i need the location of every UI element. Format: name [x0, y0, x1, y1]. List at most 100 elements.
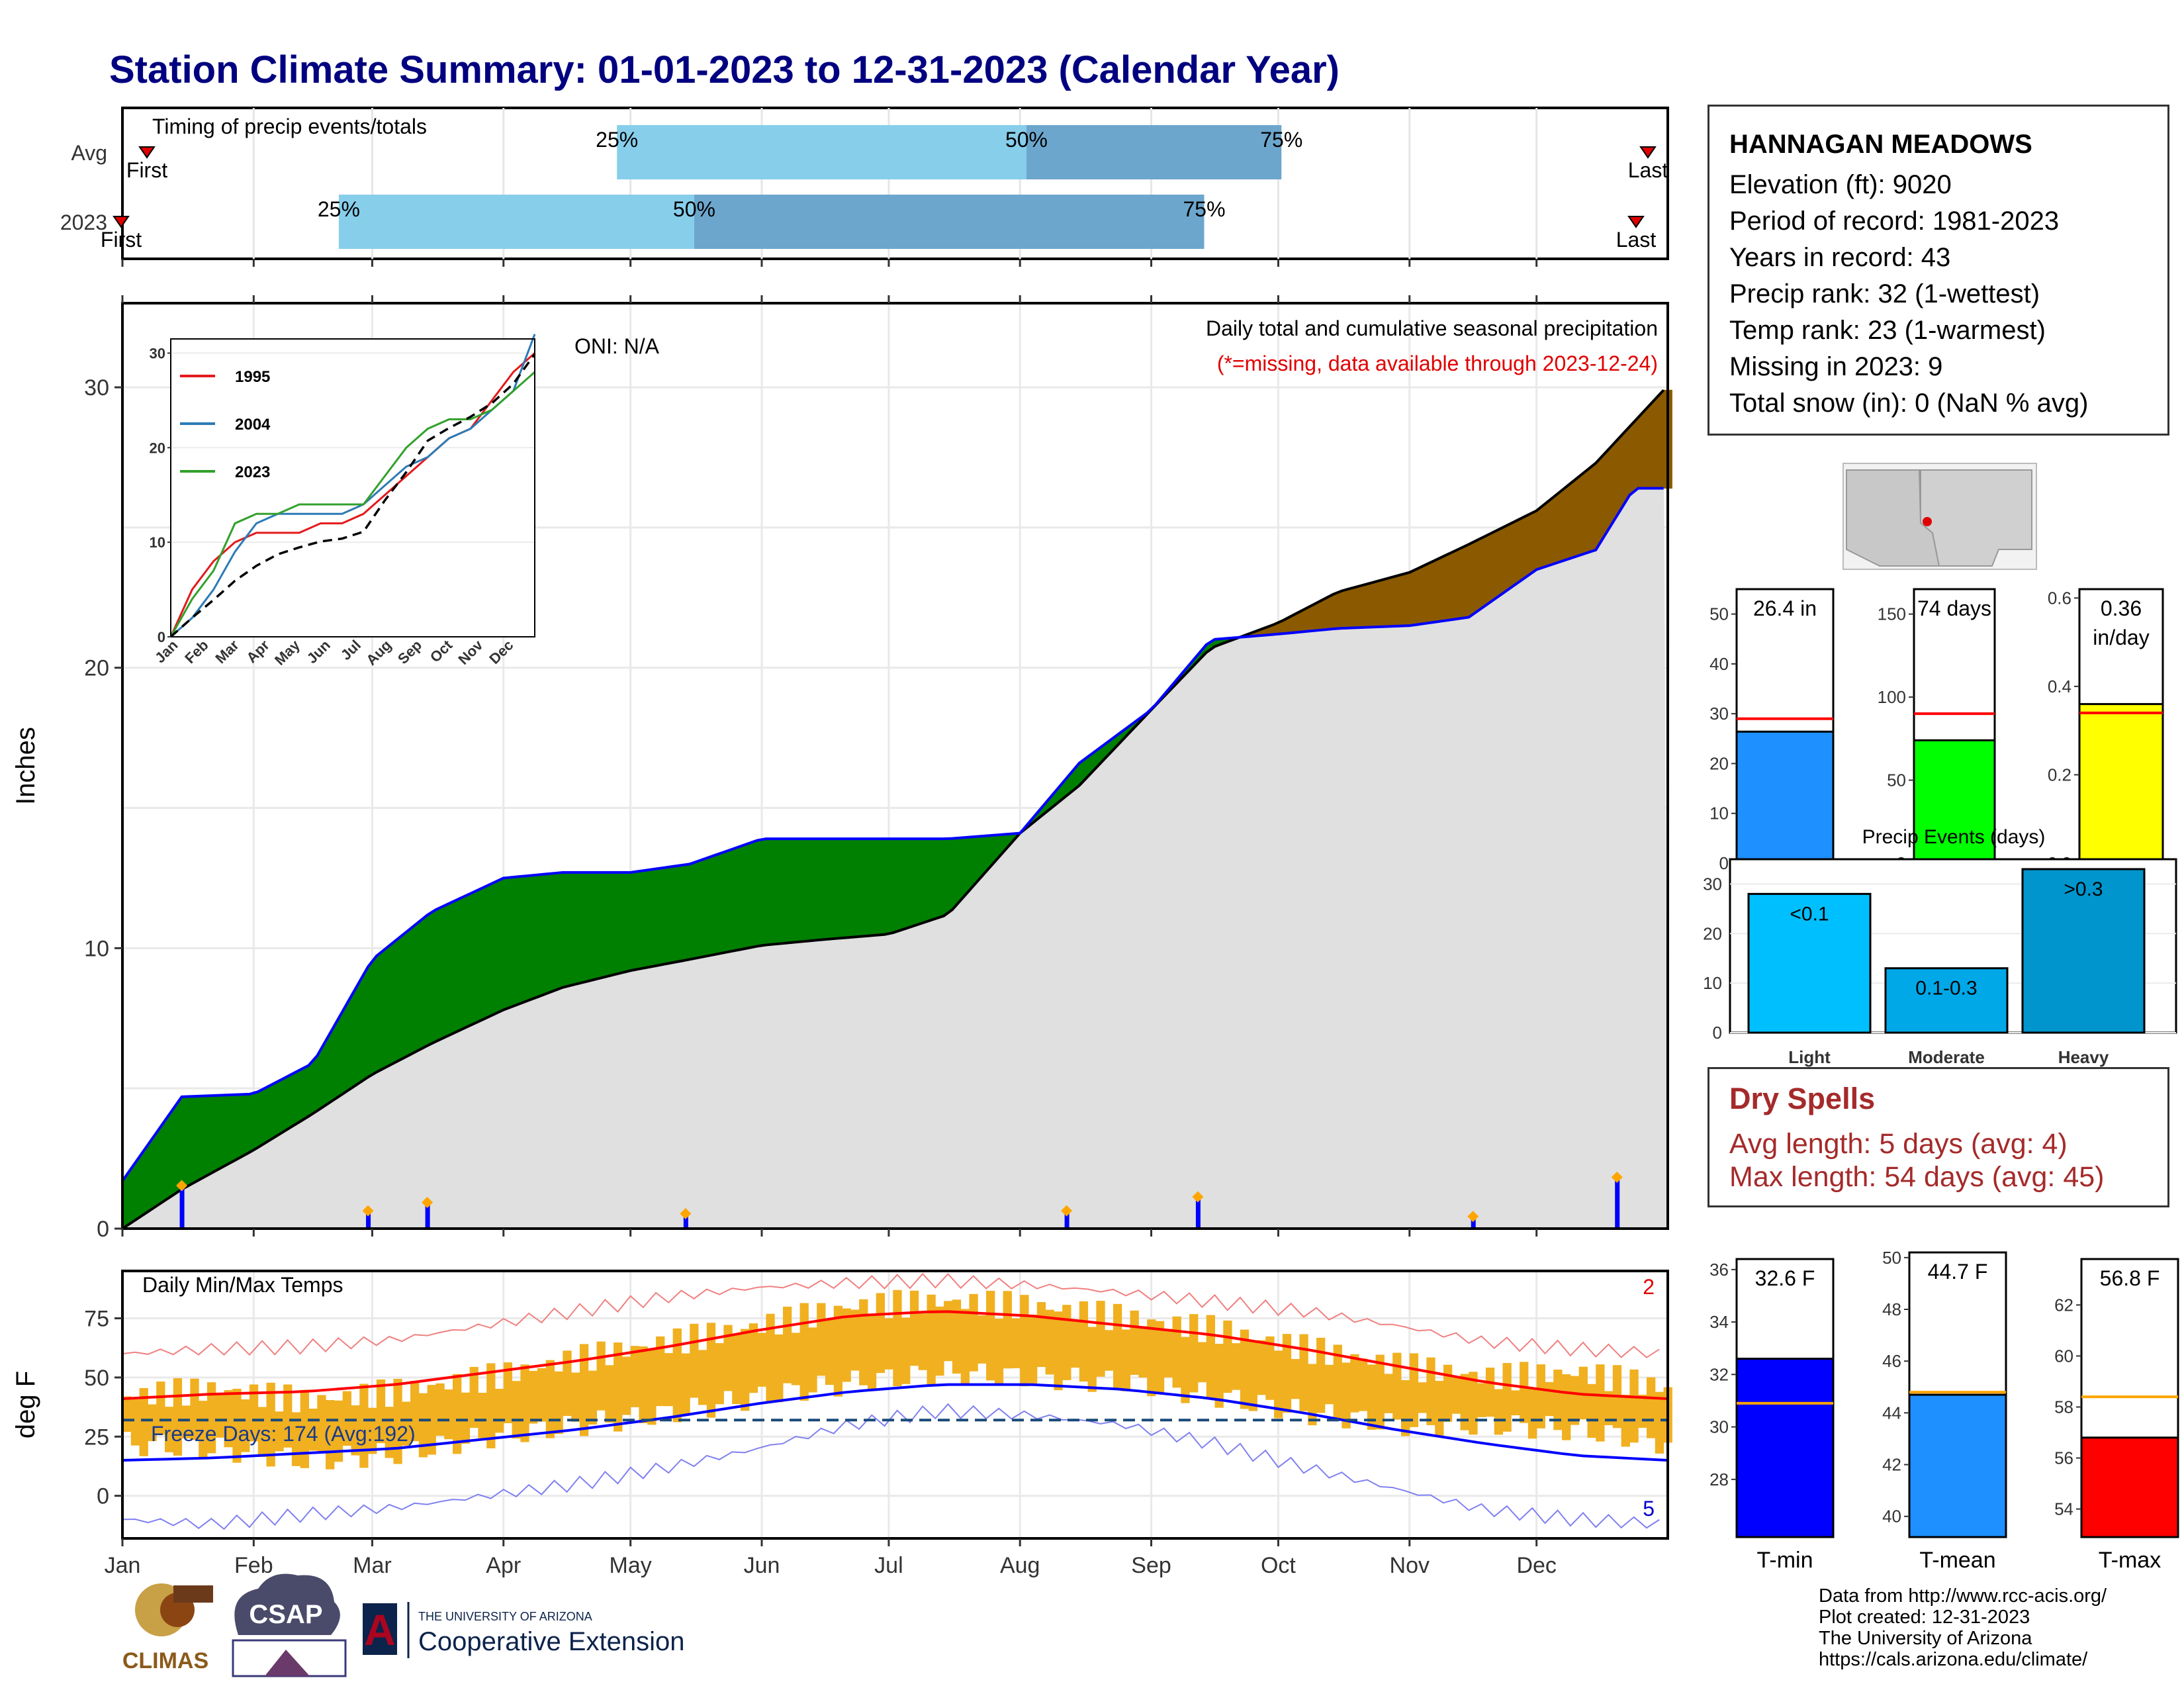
daily-temp-bar: [1477, 1383, 1486, 1417]
daily-temp-bar: [1596, 1364, 1605, 1442]
daily-temp-bar: [1426, 1357, 1435, 1425]
precip-panel: Daily total and cumulative seasonal prec…: [121, 302, 1672, 1230]
tmean-summary-title: T-mean: [1919, 1548, 1995, 1573]
inset-legend-label: 2004: [235, 416, 271, 434]
daily-temp-bar: [749, 1323, 758, 1393]
precip-diff-segment: [545, 872, 555, 995]
temp-ylabel: deg F: [11, 1371, 40, 1438]
page-title: Station Climate Summary: 01-01-2023 to 1…: [109, 48, 1340, 91]
month-label: Jan: [105, 1553, 141, 1578]
precip-diff-segment: [749, 839, 758, 949]
daily-temp-bar: [1562, 1374, 1571, 1440]
temp-panel: Daily Min/Max Temps Freeze Days: 174 (Av…: [121, 1270, 1672, 1540]
precip-diff-segment: [807, 838, 817, 942]
daily-temp-bar: [1096, 1301, 1105, 1377]
credit-url: https://cals.arizona.edu/climate/: [1819, 1649, 2088, 1670]
obs-cumulative-line: [121, 487, 1664, 1182]
ua-logo: A THE UNIVERSITY OF ARIZONA Cooperative …: [363, 1602, 684, 1658]
precip-diff-segment: [461, 893, 471, 1031]
daily-temp-bar: [656, 1336, 665, 1407]
precip-diff-segment: [672, 865, 682, 963]
daily-temp-bar: [1274, 1350, 1283, 1419]
daily-temp-bar: [164, 1407, 174, 1452]
daily-temp-bar: [452, 1374, 462, 1454]
daily-temp-bar: [596, 1341, 606, 1411]
precip-diff-segment: [630, 870, 639, 971]
timing-bar-50-75: [1026, 125, 1282, 179]
daily-temp-bar: [1282, 1334, 1292, 1413]
daily-temp-bar: [918, 1313, 927, 1370]
last-event-marker: [1639, 146, 1657, 159]
timing-row-label: 2023: [60, 211, 107, 234]
daily-max-marker: [422, 1196, 433, 1208]
precip-diff-segment: [1629, 416, 1639, 496]
precip-diff-segment: [385, 941, 394, 1068]
daily-temp-bar: [1494, 1389, 1504, 1435]
tmean-summary-ytick-label: 42: [1882, 1455, 1901, 1475]
daily-temp-bar: [1232, 1343, 1241, 1390]
precip-summary-ytick-label: 50: [1709, 604, 1729, 624]
station-years: Years in record: 43: [1729, 243, 1951, 272]
daily-precip-bar: [425, 1203, 430, 1229]
location-map: [1843, 463, 2037, 570]
precip-diff-segment: [512, 876, 521, 1008]
daily-temp-bar: [994, 1319, 1004, 1385]
precip-diff-segment: [1400, 572, 1410, 627]
month-label: May: [610, 1553, 652, 1578]
dry-spells-box: Dry Spells Avg length: 5 days (avg: 4) M…: [1707, 1067, 2169, 1207]
dry-spells-max: Max length: 54 days (avg: 45): [1729, 1161, 2105, 1193]
credit-source: Data from http://www.rcc-acis.org/: [1819, 1585, 2107, 1607]
precip-diff-segment: [528, 874, 538, 1001]
daily-temp-bar: [1324, 1364, 1334, 1405]
tmax-summary-bar: [2080, 1436, 2179, 1538]
precip-diff-segment: [943, 838, 953, 917]
tmin-summary-value-label: 32.6 F: [1755, 1266, 1815, 1290]
precip-diff-segment: [858, 838, 868, 937]
precip-diff-segment: [934, 838, 944, 919]
tmax-summary-title: T-max: [2099, 1548, 2161, 1573]
daily-temp-bar: [1214, 1344, 1224, 1408]
precip-diff-segment: [1468, 539, 1478, 618]
daily-temp-bar: [563, 1350, 572, 1416]
station-name: HANNAGAN MEADOWS: [1729, 130, 2032, 159]
precip-diff-segment: [503, 876, 513, 1011]
precip-chart-title: Daily total and cumulative seasonal prec…: [1206, 316, 1658, 340]
daily-temp-bar: [1163, 1329, 1173, 1378]
precip-diff-segment: [1570, 476, 1580, 559]
daily-temp-bar: [1553, 1370, 1563, 1430]
tmean-summary-ytick-label: 48: [1882, 1299, 1901, 1319]
daily-temp-bar: [876, 1293, 886, 1374]
daily-temp-bar: [402, 1401, 411, 1446]
inset-series-line: [169, 352, 535, 637]
precip-diff-segment: [189, 1096, 199, 1186]
precip-diff-segment: [1595, 453, 1605, 551]
daily-temp-bar: [1036, 1302, 1046, 1368]
timing-row-label: Avg: [71, 141, 107, 165]
tmean-summary-ytick-label: 40: [1882, 1507, 1901, 1526]
daily-temp-bar: [461, 1392, 471, 1444]
station-temp-rank: Temp rank: 23 (1-warmest): [1729, 316, 2046, 345]
timing-pct-label: 25%: [318, 197, 360, 221]
tmax-summary-ytick-label: 60: [2054, 1346, 2073, 1366]
precip-diff-segment: [1637, 407, 1647, 489]
month-label: Jul: [874, 1553, 903, 1578]
daily-temp-bar: [1655, 1391, 1664, 1454]
intensity-summary-ytick-label: 0.4: [2048, 677, 2071, 696]
daily-temp-bar: [1291, 1358, 1300, 1399]
daily-temp-bar: [224, 1389, 233, 1448]
intensity-summary-ytick-label: 0.2: [2048, 765, 2071, 784]
daily-temp-bar: [621, 1356, 631, 1415]
timing-pct-label: 75%: [1260, 128, 1302, 152]
precip-diff-segment: [884, 838, 893, 935]
precip-diff-segment: [410, 921, 420, 1055]
daily-temp-bar: [376, 1379, 386, 1444]
daily-temp-bar: [986, 1290, 995, 1381]
daily-temp-bar: [1375, 1354, 1385, 1430]
daily-temp-bar: [1520, 1362, 1529, 1423]
intensity-summary-value-label: 0.36: [2101, 596, 2142, 620]
inset-legend-label: 2023: [235, 463, 270, 481]
daily-temp-bar: [1206, 1315, 1215, 1399]
precip-diff-segment: [621, 872, 631, 974]
precip-diff-segment: [791, 838, 801, 943]
inset-ytick-label: 0: [158, 629, 165, 645]
